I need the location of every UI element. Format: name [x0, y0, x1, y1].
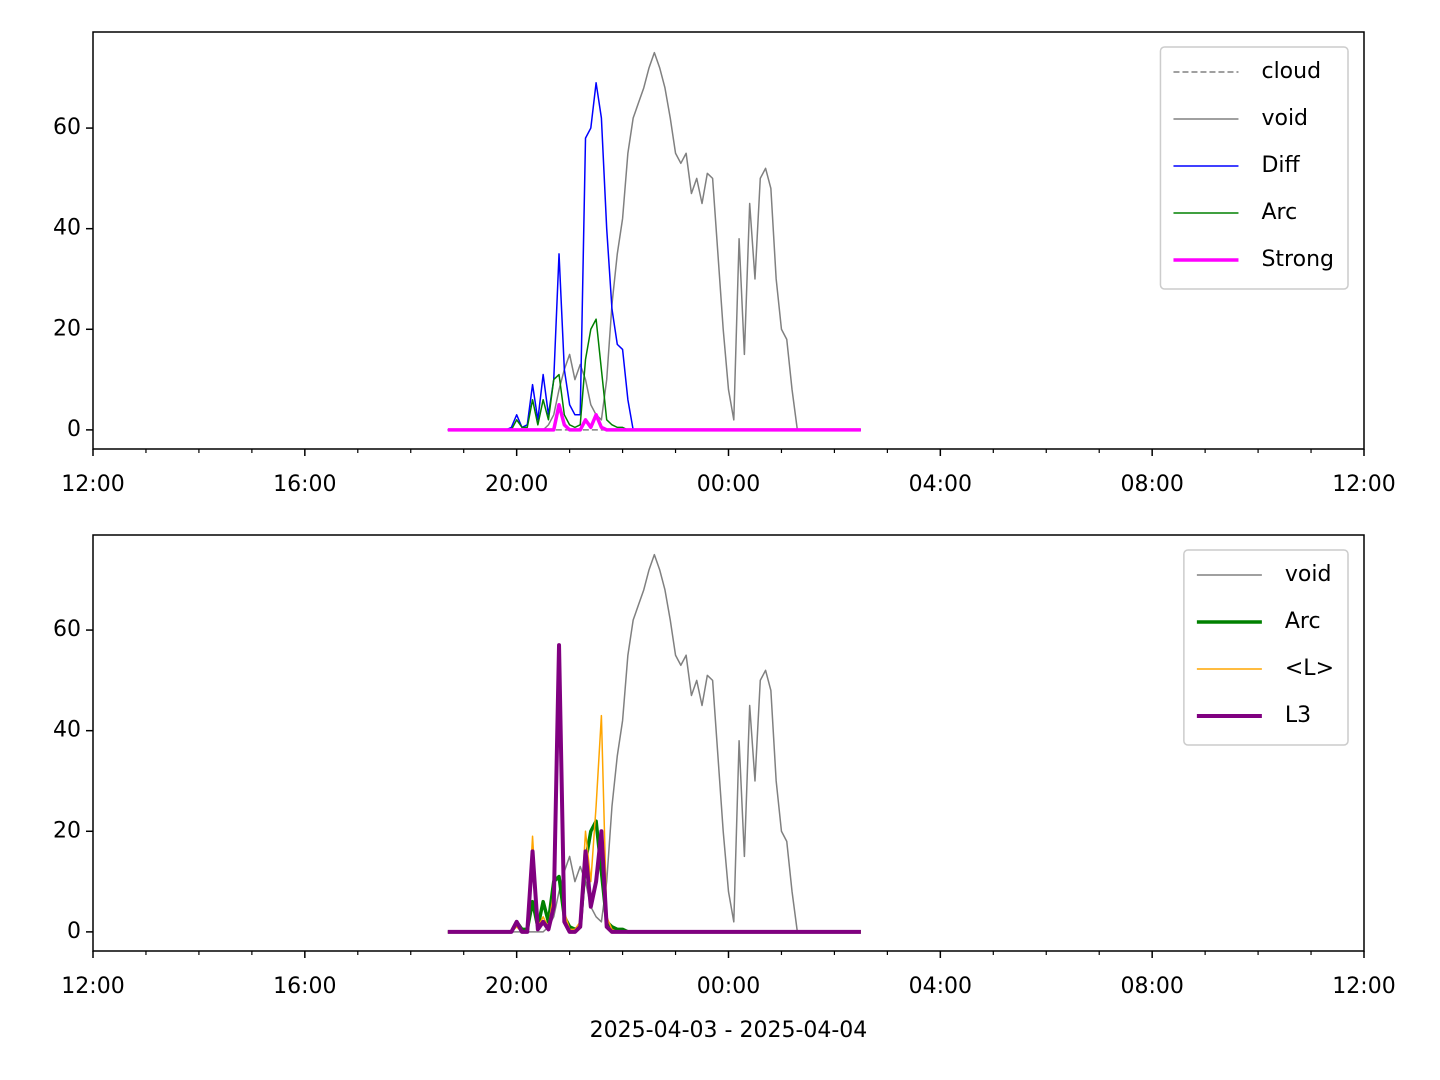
x-tick-label: 12:00 [1332, 974, 1395, 999]
legend-label: cloud [1261, 59, 1321, 84]
legend-label: L3 [1285, 703, 1311, 728]
x-tick-label: 04:00 [909, 472, 972, 497]
x-tick-label: 04:00 [909, 974, 972, 999]
data-line [447, 51, 861, 431]
legend-label: void [1285, 562, 1332, 587]
legend-label: Diff [1261, 153, 1300, 178]
legend-label: Arc [1285, 609, 1321, 634]
x-tick-label: 20:00 [485, 472, 548, 497]
data-line [447, 553, 861, 933]
y-tick-label: 0 [67, 919, 81, 944]
x-tick-label: 20:00 [485, 974, 548, 999]
y-tick-label: 20 [53, 818, 81, 843]
data-line [447, 819, 861, 934]
data-line [447, 654, 861, 933]
x-tick-label: 16:00 [273, 974, 336, 999]
y-tick-label: 60 [53, 617, 81, 642]
x-axis-label: 2025-04-03 - 2025-04-04 [590, 1018, 868, 1043]
legend-label: Arc [1261, 200, 1297, 225]
y-tick-label: 40 [53, 718, 81, 743]
plot-area [447, 51, 861, 432]
legend: cloud void Diff Arc Strong [1159, 46, 1349, 290]
y-tick-label: 0 [67, 417, 81, 442]
legend: void Arc <L> L3 [1183, 549, 1349, 746]
legend-frame [1183, 549, 1349, 746]
x-tick-label: 16:00 [273, 472, 336, 497]
y-tick-label: 40 [53, 216, 81, 241]
x-tick-label: 00:00 [697, 472, 760, 497]
legend-label: <L> [1285, 656, 1334, 681]
y-tick-label: 20 [53, 316, 81, 341]
x-tick-label: 08:00 [1120, 472, 1183, 497]
x-tick-label: 00:00 [697, 974, 760, 999]
legend-frame [1159, 46, 1349, 290]
data-line [447, 318, 861, 431]
data-line [447, 402, 861, 432]
y-tick-label: 60 [53, 115, 81, 140]
data-line [447, 82, 634, 431]
data-line [447, 643, 861, 934]
legend-label: void [1261, 106, 1308, 131]
legend-label: Strong [1261, 247, 1334, 272]
x-tick-label: 08:00 [1120, 974, 1183, 999]
x-tick-label: 12:00 [61, 472, 124, 497]
x-tick-label: 12:00 [61, 974, 124, 999]
plot-area [447, 553, 861, 934]
x-tick-label: 12:00 [1332, 472, 1395, 497]
